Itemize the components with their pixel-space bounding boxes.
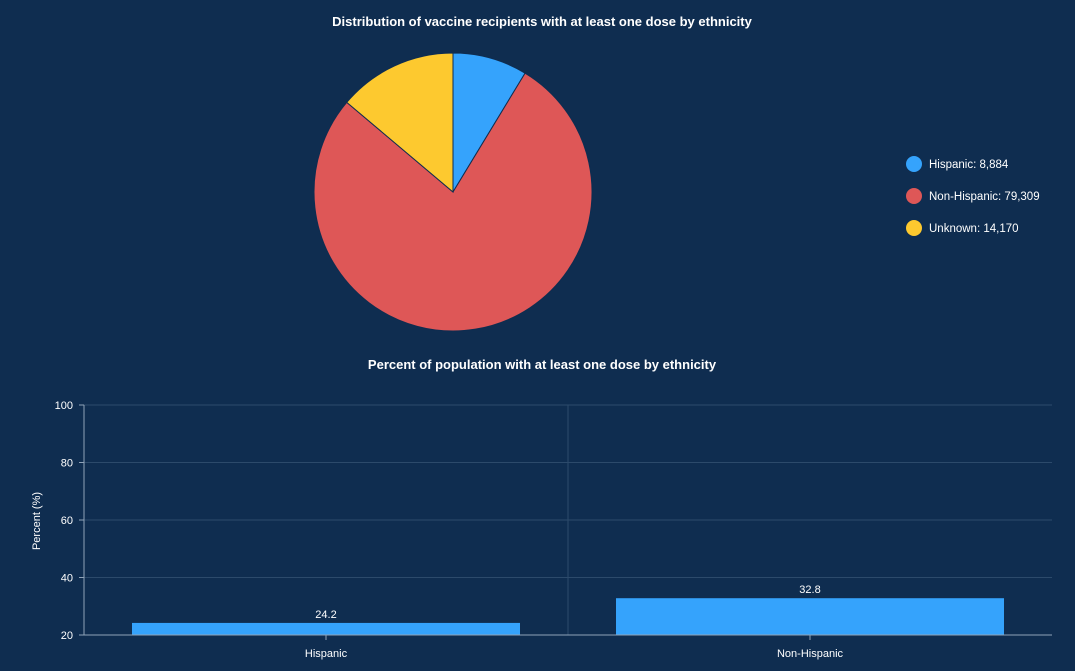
bar-chart-title: Percent of population with at least one … bbox=[368, 357, 717, 372]
bar-value-label-non-hispanic: 32.8 bbox=[799, 584, 820, 596]
bar-x-axis-ticks: Hispanic Non-Hispanic bbox=[84, 634, 1052, 660]
bar-hispanic[interactable] bbox=[132, 622, 520, 635]
legend-category: Unknown: bbox=[929, 223, 983, 235]
legend-category: Non-Hispanic: bbox=[929, 191, 1004, 203]
pie-slices bbox=[313, 52, 593, 332]
x-tick-label-non-hispanic: Non-Hispanic bbox=[777, 648, 844, 660]
legend-marker-unknown bbox=[906, 220, 922, 236]
legend-label-unknown: Unknown: 14,170 bbox=[929, 223, 1019, 235]
legend-value: 8,884 bbox=[980, 159, 1009, 171]
pie-slice-unknown[interactable] bbox=[346, 52, 454, 194]
y-tick-label-40: 40 bbox=[61, 573, 73, 585]
bar-non-hispanic[interactable] bbox=[616, 598, 1004, 635]
bar-chart: Percent of population with at least one … bbox=[31, 357, 1052, 660]
legend-marker-hispanic bbox=[906, 156, 922, 172]
legend-value: 14,170 bbox=[983, 223, 1018, 235]
pie-slice-non-hispanic[interactable] bbox=[313, 72, 593, 332]
legend-category: Hispanic: bbox=[929, 159, 980, 171]
legend-item-unknown[interactable]: Unknown: 14,170 bbox=[906, 220, 1019, 236]
pie-chart-title: Distribution of vaccine recipients with … bbox=[332, 14, 752, 29]
legend-value: 79,309 bbox=[1004, 191, 1039, 203]
bar-value-label-hispanic: 24.2 bbox=[315, 609, 336, 621]
legend-label-non-hispanic: Non-Hispanic: 79,309 bbox=[929, 191, 1040, 203]
x-tick-label-hispanic: Hispanic bbox=[305, 648, 348, 660]
y-tick-label-80: 80 bbox=[61, 458, 73, 470]
bar-series bbox=[132, 598, 1004, 635]
pie-legend: Hispanic: 8,884 Non-Hispanic: 79,309 Unkno… bbox=[906, 156, 1040, 236]
bar-data-labels: 24.2 32.8 bbox=[315, 584, 820, 621]
legend-label-hispanic: Hispanic: 8,884 bbox=[929, 159, 1009, 171]
legend-item-hispanic[interactable]: Hispanic: 8,884 bbox=[906, 156, 1009, 172]
y-tick-label-20: 20 bbox=[61, 630, 73, 642]
y-tick-label-60: 60 bbox=[61, 515, 73, 527]
legend-item-non-hispanic[interactable]: Non-Hispanic: 79,309 bbox=[906, 188, 1040, 204]
bar-y-axis-ticks: 20 40 60 80 100 bbox=[55, 400, 84, 642]
bar-gridlines bbox=[83, 404, 1052, 635]
legend-marker-non-hispanic bbox=[906, 188, 922, 204]
pie-chart: Distribution of vaccine recipients with … bbox=[313, 14, 1040, 332]
bar-y-axis-title: Percent (%) bbox=[31, 492, 43, 550]
y-tick-label-100: 100 bbox=[55, 400, 73, 412]
